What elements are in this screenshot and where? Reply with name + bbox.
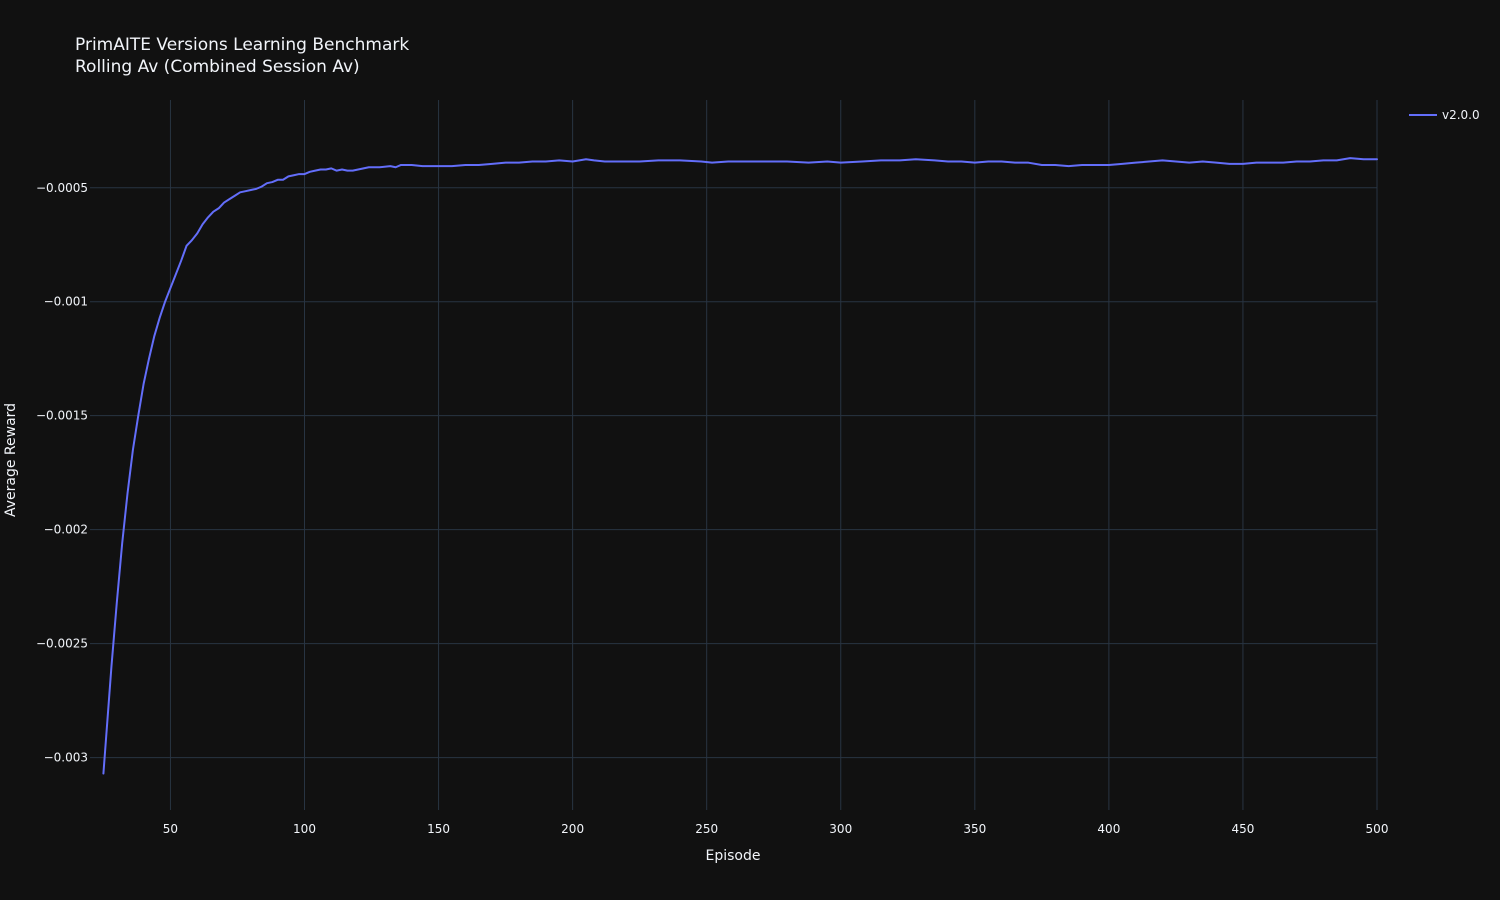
x-tick-label: 300 xyxy=(829,822,852,836)
x-tick-label: 100 xyxy=(293,822,316,836)
chart-subtitle: Rolling Av (Combined Session Av) xyxy=(75,57,360,77)
x-tick-label: 250 xyxy=(695,822,718,836)
y-tick-label: −0.0025 xyxy=(36,637,88,651)
x-tick-label: 450 xyxy=(1231,822,1254,836)
chart-title: PrimAITE Versions Learning Benchmark xyxy=(75,35,409,55)
y-tick-labels: −0.0005 −0.001 −0.0015 −0.002 −0.0025 −0.003 xyxy=(36,181,88,765)
legend[interactable]: v2.0.0 xyxy=(1409,108,1480,122)
x-tick-label: 150 xyxy=(427,822,450,836)
series-layer xyxy=(102,157,1378,775)
y-tick-label: −0.003 xyxy=(44,751,88,765)
x-tick-labels: 50 100 150 200 250 300 350 400 450 500 xyxy=(163,822,1389,836)
y-tick-label: −0.0015 xyxy=(36,409,88,423)
x-tick-label: 400 xyxy=(1097,822,1120,836)
x-tick-label: 350 xyxy=(963,822,986,836)
series-line-0 xyxy=(102,157,1378,775)
y-axis-title: Average Reward xyxy=(3,403,19,517)
y-tick-label: −0.002 xyxy=(44,523,88,537)
x-tick-label: 200 xyxy=(561,822,584,836)
x-axis-title: Episode xyxy=(706,848,761,864)
x-tick-label: 500 xyxy=(1366,822,1389,836)
legend-label-v2-0-0: v2.0.0 xyxy=(1442,108,1480,122)
y-tick-label: −0.001 xyxy=(44,295,88,309)
x-tick-label: 50 xyxy=(163,822,178,836)
y-tick-label: −0.0005 xyxy=(36,181,88,195)
x-gridlines xyxy=(169,100,1378,810)
